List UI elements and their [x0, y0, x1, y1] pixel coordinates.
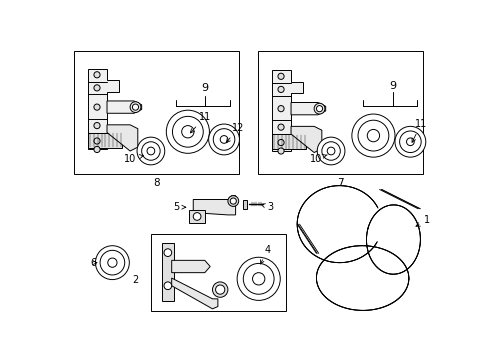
- Polygon shape: [290, 103, 325, 115]
- Text: 10: 10: [309, 154, 326, 164]
- Circle shape: [277, 124, 284, 130]
- Bar: [151, 234, 285, 311]
- Circle shape: [147, 147, 154, 155]
- Text: 11: 11: [411, 119, 427, 142]
- Text: 9: 9: [388, 81, 395, 91]
- Polygon shape: [171, 260, 210, 273]
- Circle shape: [94, 104, 100, 110]
- Circle shape: [321, 142, 340, 160]
- Polygon shape: [290, 126, 321, 153]
- Circle shape: [163, 249, 171, 256]
- Circle shape: [94, 147, 100, 153]
- Circle shape: [316, 105, 322, 112]
- Polygon shape: [271, 134, 306, 149]
- Circle shape: [220, 136, 227, 143]
- Circle shape: [94, 72, 100, 78]
- Circle shape: [137, 137, 164, 165]
- Text: 5: 5: [173, 202, 185, 212]
- Circle shape: [277, 148, 284, 154]
- Circle shape: [351, 114, 394, 157]
- Circle shape: [166, 110, 209, 153]
- Circle shape: [94, 85, 100, 91]
- Circle shape: [326, 147, 334, 155]
- Circle shape: [208, 124, 239, 155]
- Circle shape: [252, 273, 264, 285]
- Circle shape: [182, 126, 194, 138]
- Text: 11: 11: [190, 112, 210, 133]
- Circle shape: [130, 102, 141, 112]
- Circle shape: [277, 105, 284, 112]
- Circle shape: [366, 130, 379, 142]
- Circle shape: [163, 282, 171, 289]
- Circle shape: [277, 139, 284, 145]
- Polygon shape: [193, 195, 235, 215]
- Bar: [74, 51, 239, 174]
- Polygon shape: [171, 278, 218, 309]
- Text: 6: 6: [90, 258, 97, 267]
- Circle shape: [95, 246, 129, 280]
- Text: 9: 9: [201, 83, 208, 93]
- Polygon shape: [189, 210, 204, 222]
- Circle shape: [215, 285, 224, 294]
- Circle shape: [213, 129, 234, 150]
- Polygon shape: [107, 125, 138, 151]
- Circle shape: [406, 138, 413, 145]
- Circle shape: [313, 103, 324, 114]
- Text: 4: 4: [260, 244, 270, 264]
- Text: 1: 1: [415, 215, 429, 226]
- Circle shape: [193, 213, 201, 220]
- Circle shape: [317, 137, 344, 165]
- Circle shape: [94, 138, 100, 144]
- Circle shape: [357, 120, 388, 151]
- Text: 2: 2: [132, 275, 138, 285]
- Bar: [257, 51, 423, 174]
- Circle shape: [142, 142, 160, 160]
- Circle shape: [243, 264, 274, 294]
- Circle shape: [100, 250, 124, 275]
- Circle shape: [394, 126, 425, 157]
- Text: 3: 3: [261, 202, 273, 212]
- Circle shape: [132, 104, 138, 110]
- Circle shape: [94, 122, 100, 129]
- Polygon shape: [162, 243, 174, 301]
- Polygon shape: [107, 101, 142, 113]
- Circle shape: [237, 257, 280, 300]
- Polygon shape: [271, 70, 302, 151]
- Circle shape: [230, 198, 236, 204]
- Text: 8: 8: [153, 178, 159, 188]
- Circle shape: [277, 86, 284, 93]
- Circle shape: [227, 195, 238, 206]
- Text: 12: 12: [226, 123, 244, 143]
- Polygon shape: [242, 199, 246, 209]
- Text: 10: 10: [124, 154, 143, 164]
- Text: 7: 7: [336, 178, 343, 188]
- Circle shape: [172, 116, 203, 147]
- Circle shape: [212, 282, 227, 297]
- Polygon shape: [87, 132, 122, 148]
- Circle shape: [399, 131, 420, 153]
- Circle shape: [277, 73, 284, 80]
- Polygon shape: [87, 69, 118, 149]
- Circle shape: [107, 258, 117, 267]
